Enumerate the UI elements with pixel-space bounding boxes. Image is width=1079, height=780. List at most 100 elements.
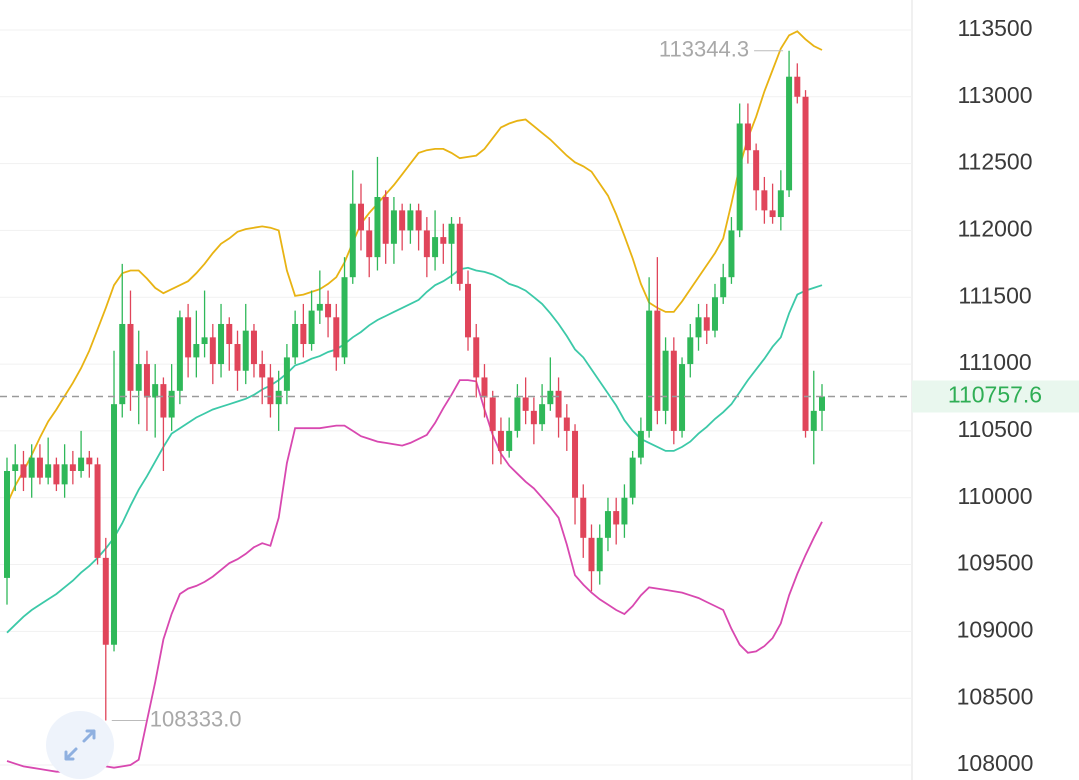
candle-body (580, 497, 587, 538)
candle-body (341, 277, 348, 358)
candle-body (4, 470, 10, 578)
candle-body (283, 357, 290, 391)
candle-body (234, 344, 241, 371)
candle-body (728, 230, 735, 278)
candle-body (333, 317, 340, 358)
candle-body (563, 417, 570, 431)
candle-body (374, 197, 381, 258)
candle-body (61, 464, 68, 485)
y-tick-label: 112500 (957, 149, 1032, 175)
candle-body (36, 457, 43, 478)
candle-body (695, 317, 702, 338)
candle-body (687, 337, 694, 365)
candle-body (176, 317, 183, 391)
candle-body (448, 223, 455, 244)
candle-body (786, 76, 793, 191)
candle-body (242, 330, 249, 371)
candle-body (613, 511, 620, 525)
candle-body (201, 337, 208, 345)
candle-body (300, 323, 307, 345)
candle-body (349, 203, 356, 278)
candle-body (621, 497, 628, 525)
candle-body (127, 323, 134, 391)
candle-body (218, 323, 225, 365)
y-tick-label: 108500 (957, 683, 1034, 709)
candle-body (152, 384, 159, 398)
candle-body (325, 303, 332, 318)
candle-body (440, 237, 447, 244)
candle-body (382, 197, 389, 244)
y-tick-label: 113500 (957, 15, 1032, 41)
candle-body (12, 464, 19, 471)
y-tick-label: 109000 (957, 616, 1034, 642)
candle-body (20, 464, 27, 478)
candle-body (604, 511, 611, 538)
candle-body (819, 396, 825, 411)
candle-body (316, 303, 323, 311)
candle-body (366, 230, 373, 258)
y-tick-label: 112000 (957, 215, 1032, 241)
candle-body (308, 310, 315, 345)
candle-body (711, 297, 718, 331)
candle-body (679, 364, 686, 431)
candle-body (135, 364, 142, 391)
expand-button[interactable] (46, 711, 114, 779)
candle-body (432, 237, 439, 258)
candle-body (45, 464, 52, 478)
band-line (6, 379, 823, 773)
y-tick-label: 110500 (957, 416, 1032, 442)
candle-body (802, 96, 809, 431)
candle-body (193, 344, 200, 358)
candle-body (185, 317, 192, 358)
candle-body (514, 397, 521, 431)
candle-body (522, 397, 529, 411)
candle-body (506, 430, 513, 451)
last-price-box (912, 380, 1079, 413)
candle-body (588, 537, 595, 572)
candle-body (78, 457, 85, 471)
candle-body (481, 377, 488, 398)
candle-body (777, 190, 784, 218)
candle-body (275, 390, 282, 405)
candle-body (102, 557, 109, 645)
candle-body (547, 390, 554, 405)
candle-body (720, 277, 727, 298)
candle-body (629, 457, 636, 498)
candle-body (250, 330, 257, 365)
candle-body (111, 404, 118, 645)
band-line (6, 30, 823, 505)
candle-body (456, 223, 463, 284)
candle-body (168, 390, 175, 418)
candle-body (539, 404, 546, 425)
candle-body (160, 384, 167, 418)
candle-body (143, 364, 150, 398)
candle-body (209, 337, 216, 365)
candle-body (267, 377, 274, 405)
candle-body (646, 310, 653, 431)
candle-body (407, 210, 414, 231)
candle-body (292, 323, 299, 358)
candle-body (69, 464, 76, 471)
last-price-label: 110757.6 (948, 382, 1042, 408)
candle-body (357, 203, 364, 231)
candle-body (670, 350, 677, 431)
candle-body (423, 230, 430, 258)
candle-body (530, 410, 537, 425)
candle-body (761, 190, 768, 211)
candle-body (497, 430, 504, 451)
candle-body (119, 323, 126, 405)
candle-body (86, 457, 93, 465)
candle-body (53, 464, 60, 485)
candle-body (810, 410, 817, 431)
band-line (6, 266, 823, 634)
candle-body (753, 150, 760, 191)
candle-body (744, 123, 751, 151)
y-tick-label: 109500 (957, 550, 1034, 576)
y-tick-label: 110000 (957, 483, 1032, 509)
candle-body (415, 210, 422, 231)
low-label: 108333.0 (150, 706, 242, 731)
candle-body (637, 430, 644, 458)
y-tick-label: 111000 (958, 349, 1031, 375)
candle-body (473, 337, 480, 378)
candle-body (489, 397, 496, 431)
